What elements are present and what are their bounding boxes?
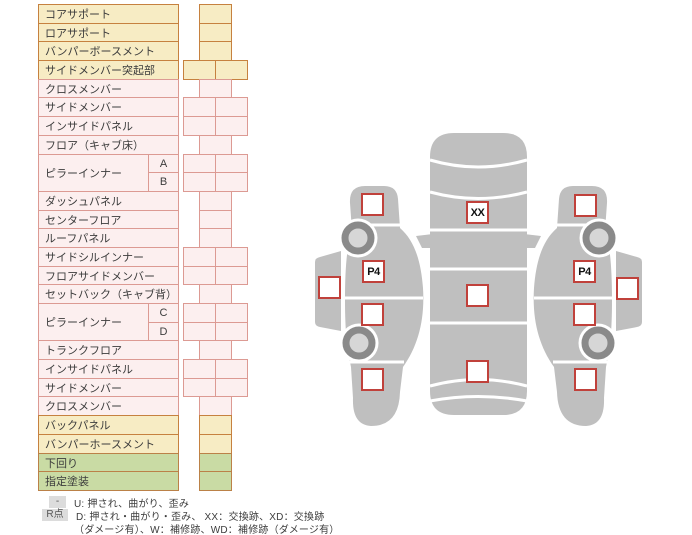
damage-marker-empty[interactable] xyxy=(318,276,341,299)
part-label: インサイドパネル xyxy=(38,116,179,136)
legend-text-d2: （ダメージ有）、W：補修跡、WD：補修跡（ダメージ有） xyxy=(74,524,340,535)
damage-marker-empty[interactable] xyxy=(573,303,596,326)
part-label: ピラーインナー xyxy=(38,303,149,341)
part-label: 指定塗装 xyxy=(38,471,179,491)
damage-marker-empty[interactable] xyxy=(361,193,384,216)
legend-key-spacer xyxy=(42,522,66,534)
damage-marker-p4[interactable]: P4 xyxy=(573,260,596,283)
car-top-view-silhouette xyxy=(416,133,541,415)
damage-marker-xx[interactable]: XX xyxy=(466,201,489,224)
right-mirror-icon xyxy=(524,234,541,248)
damage-marker-empty[interactable] xyxy=(574,368,597,391)
legend-row: R点 D: 押され・曲がり・歪み、 XX：交換跡、XD：交換跡 xyxy=(42,509,325,523)
damage-marker-empty[interactable] xyxy=(616,277,639,300)
damage-marker-empty[interactable] xyxy=(361,368,384,391)
part-label: サイドシルインナー xyxy=(38,247,179,267)
part-label: クロスメンバー xyxy=(38,79,179,98)
car-left-side-silhouette xyxy=(315,186,424,426)
damage-marker-empty[interactable] xyxy=(574,194,597,217)
part-label: バンパーホースメント xyxy=(38,434,179,454)
damage-marker-empty[interactable] xyxy=(466,284,489,307)
part-label: クロスメンバー xyxy=(38,396,179,416)
part-sublabel: A xyxy=(148,154,179,173)
left-mirror-icon xyxy=(416,234,433,248)
legend-text-d: D: 押され・曲がり・歪み、 XX：交換跡、XD：交換跡 xyxy=(76,511,325,523)
damage-marker-empty[interactable] xyxy=(361,303,384,326)
legend-key-minus: - xyxy=(49,496,66,508)
legend-key-rpoint: R点 xyxy=(42,509,68,521)
legend-row: - U: 押され、曲がり、歪み xyxy=(42,496,190,510)
rear-wheel-icon xyxy=(342,326,376,360)
damage-marker-p4[interactable]: P4 xyxy=(362,260,385,283)
damage-cell[interactable] xyxy=(199,471,232,491)
part-label: バンパーボースメント xyxy=(38,41,179,61)
part-label: フロアサイドメンバー xyxy=(38,266,179,285)
part-label: サイドメンバー xyxy=(38,97,179,117)
part-label: バックパネル xyxy=(38,415,179,435)
legend-text-u: U: 押され、曲がり、歪み xyxy=(74,498,190,510)
part-label: フロア（キャブ床） xyxy=(38,135,179,155)
front-wheel-icon xyxy=(341,221,375,255)
legend-row: （ダメージ有）、W：補修跡、WD：補修跡（ダメージ有） xyxy=(42,522,340,535)
part-sublabel: C xyxy=(148,303,179,323)
damage-marker-empty[interactable] xyxy=(466,360,489,383)
part-label: センターフロア xyxy=(38,210,179,229)
part-label: ピラーインナー xyxy=(38,154,149,192)
part-label: サイドメンバー突起部 xyxy=(38,60,179,80)
